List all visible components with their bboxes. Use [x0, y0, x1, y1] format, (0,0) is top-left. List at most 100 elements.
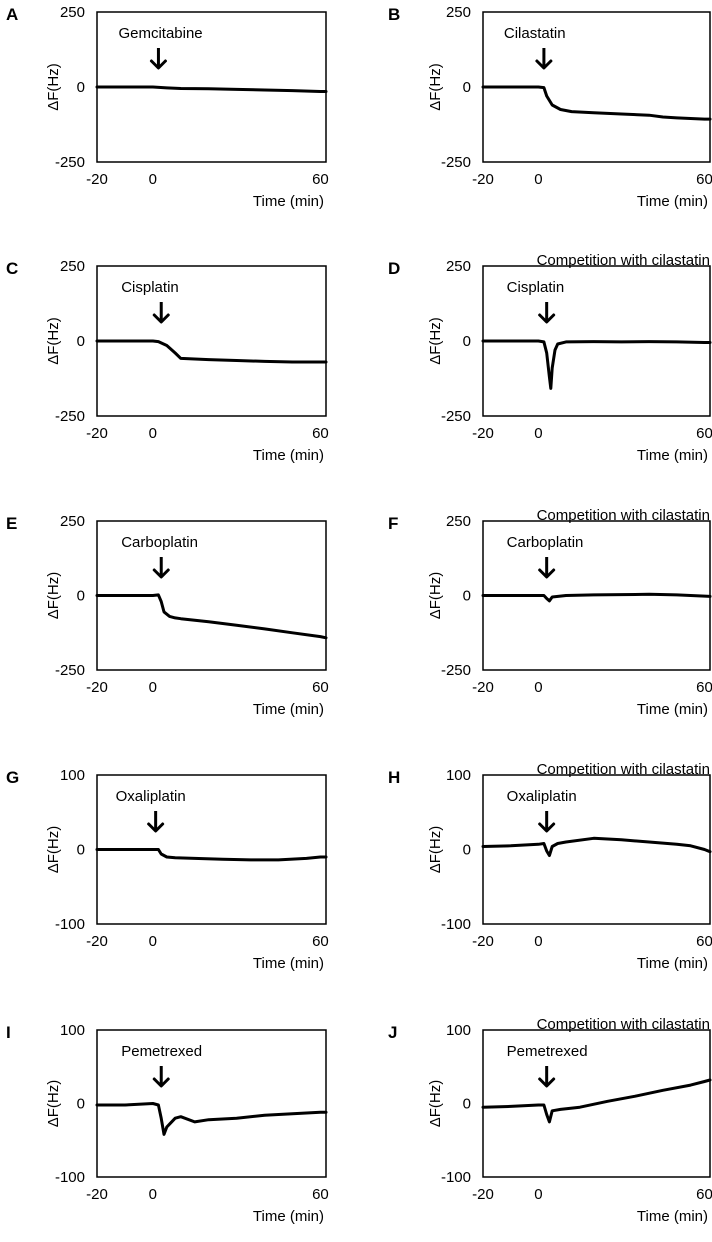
x-axis-title: Time (min)	[637, 701, 708, 718]
y-tick-label: 250	[60, 513, 85, 530]
x-tick-label: -20	[472, 425, 494, 442]
data-trace-i	[95, 1102, 328, 1136]
y-tick-label: 0	[77, 1096, 85, 1113]
panel-i: I 100 0 -100-20 0 60 Time (min) ΔF(Hz) Pemetrexe…	[6, 1022, 329, 1225]
y-tick-label: -250	[441, 154, 471, 171]
panel-letter: C	[6, 259, 18, 278]
plot-frame	[482, 1029, 711, 1178]
panel-letter: E	[6, 514, 17, 533]
x-axis-title: Time (min)	[253, 447, 324, 464]
arrow-head-icon	[538, 822, 556, 833]
x-axis-title: Time (min)	[253, 701, 324, 718]
arrow-head-icon	[535, 59, 553, 70]
panel-letter: D	[388, 259, 400, 278]
y-axis-title: ΔF(Hz)	[427, 826, 444, 874]
y-axis-title: ΔF(Hz)	[45, 572, 62, 620]
x-tick-label: 60	[696, 171, 712, 188]
y-tick-label: 0	[77, 842, 85, 859]
x-axis-title: Time (min)	[253, 193, 324, 210]
y-tick-label: 250	[446, 4, 471, 21]
y-axis-title: ΔF(Hz)	[45, 1080, 62, 1128]
x-tick-label: 60	[696, 933, 712, 950]
x-tick-label: -20	[86, 679, 108, 696]
drug-label: Cisplatin	[121, 279, 179, 296]
y-axis-title: ΔF(Hz)	[427, 572, 444, 620]
panel-title: Competition with cilastatin	[537, 507, 710, 524]
arrow-head-icon	[147, 822, 165, 833]
y-tick-label: -100	[441, 916, 471, 933]
y-axis-title: ΔF(Hz)	[427, 317, 444, 365]
panel-letter: A	[6, 5, 18, 24]
panel-letter: G	[6, 768, 19, 787]
panel-letter: H	[388, 768, 400, 787]
panel-letter: J	[388, 1023, 397, 1042]
arrow-head-icon	[538, 313, 556, 324]
panel-g: G 100 0 -100-20 0 60 Time (min) ΔF(Hz) Oxaliplat…	[6, 767, 329, 972]
x-tick-label: 60	[696, 1186, 712, 1203]
x-tick-label: -20	[86, 1186, 108, 1203]
drug-label: Pemetrexed	[121, 1043, 202, 1060]
x-tick-label: 60	[312, 1186, 329, 1203]
y-tick-label: 0	[463, 588, 471, 605]
x-tick-label: 0	[149, 171, 157, 188]
x-tick-label: 0	[149, 679, 157, 696]
y-tick-label: -250	[441, 662, 471, 679]
drug-label: Carboplatin	[121, 534, 198, 551]
y-tick-label: 0	[463, 333, 471, 350]
y-axis-title: ΔF(Hz)	[45, 826, 62, 874]
y-tick-label: 0	[77, 333, 85, 350]
y-tick-label: -250	[55, 662, 85, 679]
panel-title: Competition with cilastatin	[537, 1016, 710, 1033]
y-tick-label: -250	[55, 154, 85, 171]
arrow-head-icon	[152, 313, 170, 324]
x-tick-label: 0	[534, 679, 542, 696]
y-tick-label: 100	[60, 1022, 85, 1039]
x-tick-label: 0	[149, 933, 157, 950]
arrow-head-icon	[152, 568, 170, 579]
drug-label: Pemetrexed	[507, 1043, 588, 1060]
panel-e: E 250 0 -250-20 0 60 Time (min) ΔF(Hz) Carboplat…	[6, 513, 329, 718]
drug-label: Oxaliplatin	[507, 788, 577, 805]
y-tick-label: 100	[446, 767, 471, 784]
drug-label: Carboplatin	[507, 534, 584, 551]
x-tick-label: 60	[312, 933, 329, 950]
panel-a: A 250 0 -250-20 0 60 Time (min) ΔF(Hz) Gemcitabi…	[6, 4, 329, 210]
drug-label: Cisplatin	[507, 279, 565, 296]
y-tick-label: 250	[446, 258, 471, 275]
x-tick-label: 0	[149, 1186, 157, 1203]
data-trace-g	[95, 848, 328, 862]
panel-f: F Competition with cilastatin 250 0 -250-20 0…	[388, 507, 712, 718]
panel-d: D Competition with cilastatin 250 0 -250-20 0…	[388, 252, 712, 464]
y-tick-label: -100	[55, 1169, 85, 1186]
y-tick-label: -100	[441, 1169, 471, 1186]
arrow-head-icon	[538, 568, 556, 579]
panel-letter: F	[388, 514, 398, 533]
y-tick-label: 0	[463, 79, 471, 96]
x-tick-label: -20	[472, 679, 494, 696]
data-trace-j	[481, 1078, 712, 1124]
panel-title: Competition with cilastatin	[537, 761, 710, 778]
arrow-head-icon	[152, 1077, 170, 1088]
x-axis-title: Time (min)	[253, 1208, 324, 1225]
x-axis-title: Time (min)	[637, 955, 708, 972]
data-trace-e	[95, 593, 328, 640]
x-tick-label: 60	[696, 679, 712, 696]
panel-j: J Competition with cilastatin 100 0 -100-20 0…	[388, 1016, 712, 1225]
y-tick-label: 250	[446, 513, 471, 530]
x-tick-label: 0	[534, 1186, 542, 1203]
y-axis-title: ΔF(Hz)	[45, 317, 62, 365]
y-tick-label: 0	[77, 79, 85, 96]
data-trace-c	[95, 339, 328, 364]
panel-letter: I	[6, 1023, 11, 1042]
y-axis-title: ΔF(Hz)	[427, 63, 444, 111]
y-tick-label: 250	[60, 4, 85, 21]
x-axis-title: Time (min)	[637, 447, 708, 464]
y-tick-label: -250	[441, 408, 471, 425]
x-tick-label: -20	[86, 425, 108, 442]
x-axis-title: Time (min)	[637, 1208, 708, 1225]
x-axis-title: Time (min)	[637, 193, 708, 210]
x-tick-label: 60	[312, 425, 329, 442]
panel-letter: B	[388, 5, 400, 24]
x-tick-label: 60	[696, 425, 712, 442]
